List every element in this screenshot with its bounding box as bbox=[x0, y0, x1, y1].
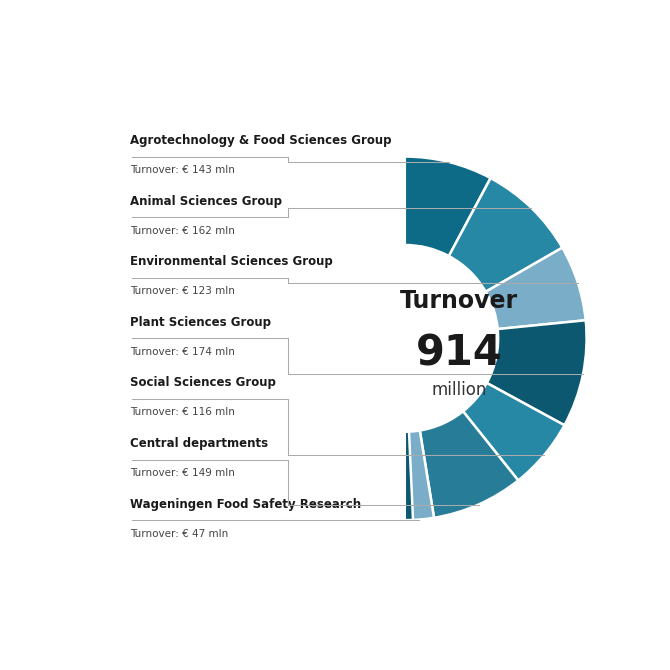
Wedge shape bbox=[405, 431, 413, 520]
Text: Turnover: € 174 mln: Turnover: € 174 mln bbox=[130, 347, 234, 357]
Text: Social Sciences Group: Social Sciences Group bbox=[130, 377, 275, 389]
Text: Environmental Sciences Group: Environmental Sciences Group bbox=[130, 255, 332, 268]
Text: Agrotechnology & Food Sciences Group: Agrotechnology & Food Sciences Group bbox=[130, 134, 391, 147]
Wedge shape bbox=[420, 411, 518, 518]
Wedge shape bbox=[449, 178, 562, 291]
Text: Turnover: € 47 mln: Turnover: € 47 mln bbox=[130, 529, 228, 539]
Text: Turnover: € 116 mln: Turnover: € 116 mln bbox=[130, 407, 234, 417]
Text: Plant Sciences Group: Plant Sciences Group bbox=[130, 316, 271, 329]
Text: Turnover: € 123 mln: Turnover: € 123 mln bbox=[130, 286, 234, 296]
Text: Turnover: Turnover bbox=[400, 289, 518, 314]
Text: Wageningen Food Safety Research: Wageningen Food Safety Research bbox=[130, 498, 360, 511]
Wedge shape bbox=[486, 248, 586, 329]
Text: Central departments: Central departments bbox=[130, 437, 268, 450]
Wedge shape bbox=[405, 431, 434, 520]
Text: million: million bbox=[431, 381, 486, 399]
Wedge shape bbox=[487, 320, 586, 425]
Text: 914: 914 bbox=[415, 332, 502, 374]
Text: Turnover: € 149 mln: Turnover: € 149 mln bbox=[130, 468, 234, 478]
Text: Animal Sciences Group: Animal Sciences Group bbox=[130, 195, 281, 208]
Wedge shape bbox=[463, 383, 564, 480]
Text: Turnover: € 143 mln: Turnover: € 143 mln bbox=[130, 165, 234, 175]
Wedge shape bbox=[405, 157, 490, 256]
Text: Turnover: € 162 mln: Turnover: € 162 mln bbox=[130, 226, 234, 236]
